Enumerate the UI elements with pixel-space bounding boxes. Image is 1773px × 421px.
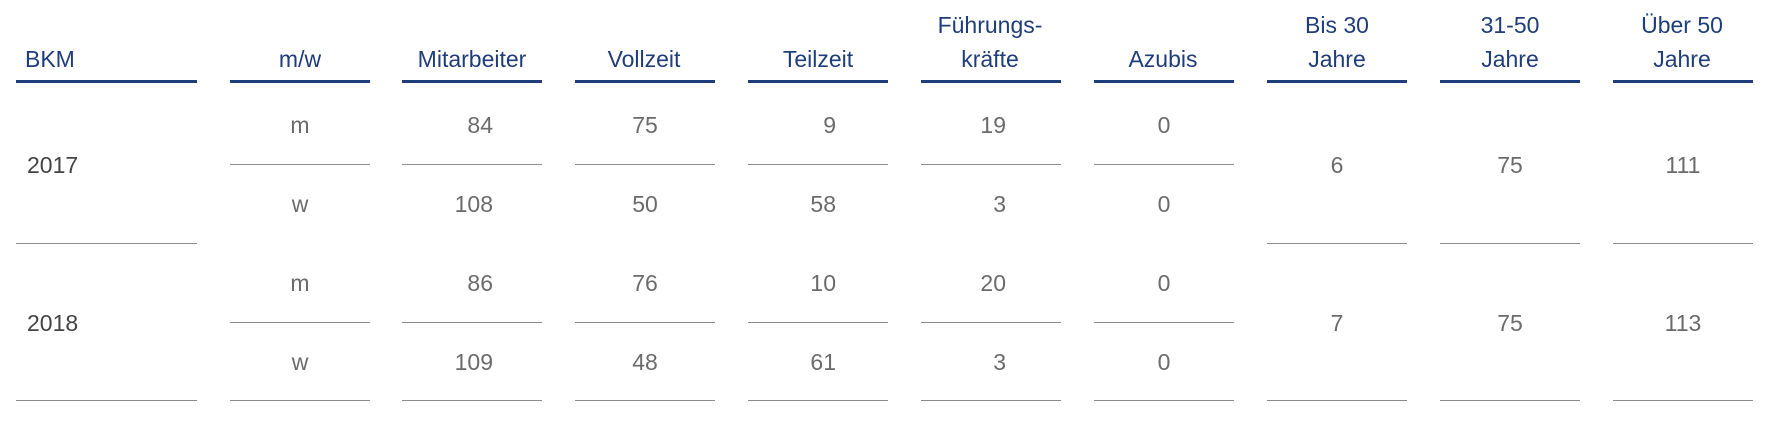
cell-fuehrung: 3 (993, 191, 1006, 217)
header-31-50-line1: 31-50 (1480, 12, 1540, 38)
cell-azubis: 0 (1157, 112, 1171, 138)
block-divider (921, 400, 1061, 401)
header-mw: m/w (278, 46, 322, 72)
cell-azubis: 0 (1157, 349, 1171, 375)
cell-fuehrung: 19 (980, 112, 1006, 138)
row-divider (1094, 164, 1234, 165)
block-divider (16, 400, 197, 401)
header-rule (1440, 80, 1580, 83)
row-divider (748, 322, 888, 323)
header-31-50: 31-50 Jahre (1440, 8, 1580, 76)
cell-fuehrung: 20 (980, 270, 1006, 296)
cell-azubis: 0 (1157, 191, 1171, 217)
block-divider (1440, 243, 1580, 244)
header-rule (748, 80, 888, 83)
header-azubis: Azubis (1128, 46, 1198, 72)
cell-vollzeit: 48 (632, 349, 658, 375)
cell-31-50: 75 (1497, 310, 1523, 336)
row-divider (921, 322, 1061, 323)
block-divider (575, 400, 715, 401)
header-bis30-line2: Jahre (1308, 46, 1366, 72)
cell-mitarbeiter: 108 (454, 191, 493, 217)
header-rule (921, 80, 1061, 83)
header-fuehrung-line1: Führungs- (937, 12, 1043, 38)
block-divider (230, 400, 370, 401)
cell-bis30: 6 (1330, 152, 1344, 178)
block-divider (1440, 400, 1580, 401)
header-rule (1267, 80, 1407, 83)
cell-ueber50: 111 (1665, 152, 1701, 178)
header-ueber50: Über 50 Jahre (1612, 8, 1752, 76)
row-divider (402, 322, 542, 323)
row-divider (748, 164, 888, 165)
header-ueber50-line1: Über 50 (1641, 12, 1723, 38)
header-31-50-line2: Jahre (1481, 46, 1539, 72)
block-divider (1267, 243, 1407, 244)
cell-vollzeit: 50 (632, 191, 658, 217)
block-divider (1267, 400, 1407, 401)
block-divider (1613, 243, 1753, 244)
header-fuehrung: Führungs- kräfte (920, 8, 1060, 76)
header-bis30-line1: Bis 30 (1305, 12, 1369, 38)
year-label: 2017 (27, 152, 79, 178)
cell-azubis: 0 (1157, 270, 1171, 296)
header-bkm: BKM (25, 46, 75, 72)
gender-label: m (290, 270, 310, 296)
row-divider (230, 322, 370, 323)
header-rule (1613, 80, 1753, 83)
gender-label: w (291, 191, 309, 217)
header-rule (230, 80, 370, 83)
cell-vollzeit: 76 (632, 270, 658, 296)
row-divider (1094, 322, 1234, 323)
header-bis30: Bis 30 Jahre (1267, 8, 1407, 76)
block-divider (1094, 400, 1234, 401)
year-label: 2018 (27, 310, 79, 336)
header-teilzeit: Teilzeit (782, 46, 854, 72)
gender-label: m (290, 112, 310, 138)
row-divider (230, 164, 370, 165)
cell-teilzeit: 9 (823, 112, 836, 138)
row-divider (575, 322, 715, 323)
header-fuehrung-line2: kräfte (961, 46, 1019, 72)
header-ueber50-line2: Jahre (1653, 46, 1711, 72)
cell-mitarbeiter: 109 (454, 349, 493, 375)
block-divider (402, 400, 542, 401)
row-divider (921, 164, 1061, 165)
header-vollzeit: Vollzeit (607, 46, 681, 72)
cell-mitarbeiter: 84 (467, 112, 493, 138)
header-rule (1094, 80, 1234, 83)
header-rule (575, 80, 715, 83)
cell-teilzeit: 10 (810, 270, 836, 296)
cell-31-50: 75 (1497, 152, 1523, 178)
cell-vollzeit: 75 (632, 112, 658, 138)
header-rule (402, 80, 542, 83)
header-mitarbeiter: Mitarbeiter (417, 46, 527, 72)
cell-ueber50: 113 (1664, 310, 1702, 336)
header-rule (16, 80, 197, 83)
block-divider (748, 400, 888, 401)
cell-bis30: 7 (1330, 310, 1344, 336)
block-divider (16, 243, 197, 244)
gender-label: w (291, 349, 309, 375)
cell-teilzeit: 58 (810, 191, 836, 217)
cell-teilzeit: 61 (810, 349, 836, 375)
cell-mitarbeiter: 86 (467, 270, 493, 296)
cell-fuehrung: 3 (993, 349, 1006, 375)
row-divider (402, 164, 542, 165)
row-divider (575, 164, 715, 165)
block-divider (1613, 400, 1753, 401)
